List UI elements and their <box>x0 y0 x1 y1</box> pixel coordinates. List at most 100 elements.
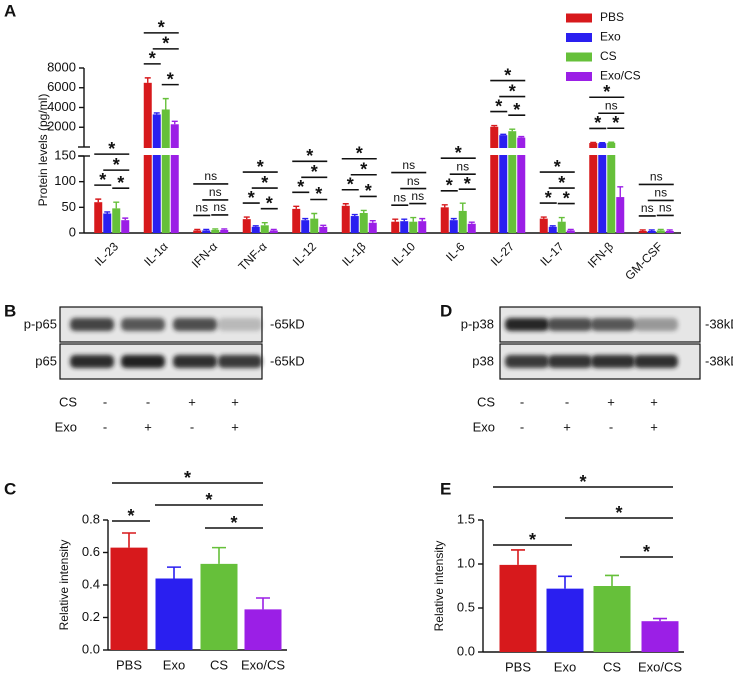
bar <box>517 137 526 233</box>
blot-size-label: -65kD <box>270 353 305 368</box>
bar <box>616 197 625 233</box>
condition-mark: - <box>103 394 107 409</box>
y-tick-label: 1.0 <box>457 555 475 570</box>
condition-mark: - <box>190 419 194 434</box>
bar <box>548 226 557 233</box>
blot-band <box>505 318 549 331</box>
y-tick-label: 0.5 <box>457 599 475 614</box>
bar <box>202 230 211 233</box>
x-tick-label: CS <box>210 657 228 672</box>
legend-label: CS <box>600 49 617 63</box>
blot-band <box>218 355 262 368</box>
error-bar <box>302 217 309 221</box>
error-bar <box>203 228 210 231</box>
bar <box>244 609 282 650</box>
error-bar <box>293 205 300 209</box>
blot-row-label: p-p65 <box>24 316 57 331</box>
bar <box>499 135 508 233</box>
error-bar <box>450 217 457 221</box>
error-bar <box>657 228 664 231</box>
condition-mark: + <box>607 394 615 409</box>
significance-label: * <box>158 18 165 38</box>
significance-label: ns <box>195 201 208 215</box>
blot-band <box>505 355 549 368</box>
bar <box>508 131 517 233</box>
blot-row-label: p38 <box>472 353 494 368</box>
axis-break-gap <box>84 148 682 155</box>
bar <box>310 218 319 233</box>
significance-label: * <box>643 542 650 562</box>
error-bar <box>342 203 349 206</box>
error-bar <box>144 77 151 83</box>
error-bar <box>549 225 556 227</box>
bar <box>546 588 584 652</box>
error-bar <box>104 211 111 214</box>
significance-label: * <box>205 490 212 510</box>
significance-label: * <box>579 472 586 492</box>
legend-swatch <box>566 13 592 23</box>
error-bar <box>509 128 516 132</box>
bar <box>656 230 665 233</box>
legend-swatch <box>566 52 592 62</box>
error-bar <box>256 597 270 610</box>
significance-label: ns <box>393 190 406 204</box>
bar <box>260 225 269 233</box>
bar <box>449 220 458 233</box>
error-bar <box>639 229 646 231</box>
significance-label: * <box>306 146 313 166</box>
error-bar <box>153 112 160 115</box>
bar <box>593 586 631 652</box>
condition-label: CS <box>477 394 495 409</box>
y-tick-label: 0.0 <box>82 641 100 656</box>
significance-label: * <box>603 82 610 102</box>
bar <box>368 222 377 233</box>
x-tick-label: IL-27 <box>488 239 517 268</box>
error-bar <box>261 222 268 226</box>
x-tick-label: IFN-α <box>189 239 220 270</box>
error-bar <box>558 216 565 222</box>
condition-mark: + <box>563 419 571 434</box>
significance-label: * <box>504 65 511 85</box>
bar <box>539 218 548 233</box>
bar <box>589 143 598 233</box>
bar <box>110 547 148 650</box>
significance-label: * <box>167 69 174 89</box>
bar <box>341 205 350 233</box>
significance-label: * <box>615 503 622 523</box>
error-bar <box>410 216 417 222</box>
significance-label: * <box>558 173 565 193</box>
blot-band <box>121 318 165 331</box>
error-bar <box>558 575 572 589</box>
error-bar <box>617 186 624 198</box>
significance-label: * <box>356 143 363 163</box>
bar <box>143 82 152 233</box>
bar <box>566 230 575 233</box>
error-bar <box>653 617 667 622</box>
error-bar <box>491 124 498 127</box>
significance-label: * <box>248 188 255 208</box>
legend-swatch <box>566 33 592 42</box>
bar <box>409 221 418 233</box>
significance-label: ns <box>411 189 424 203</box>
error-bar <box>351 213 358 217</box>
significance-label: * <box>149 49 156 69</box>
error-bar <box>252 225 259 227</box>
condition-mark: - <box>103 419 107 434</box>
error-bar <box>500 133 507 136</box>
error-bar <box>459 202 466 211</box>
condition-mark: + <box>231 419 239 434</box>
y-axis-label: Protein levels (pg/ml) <box>36 94 50 207</box>
significance-label: ns <box>605 98 618 112</box>
panel-letter: A <box>4 1 16 20</box>
significance-label: * <box>554 157 561 177</box>
error-bar <box>590 141 597 144</box>
x-tick-label: PBS <box>505 659 531 674</box>
y-tick-label: 1.5 <box>457 511 475 526</box>
significance-label: ns <box>204 169 217 183</box>
bar <box>647 230 656 233</box>
error-bar <box>243 216 250 220</box>
blot-row-label: p65 <box>35 353 57 368</box>
bar <box>467 223 476 233</box>
y-tick-label: 2000 <box>47 119 76 134</box>
blot-band <box>218 318 262 331</box>
